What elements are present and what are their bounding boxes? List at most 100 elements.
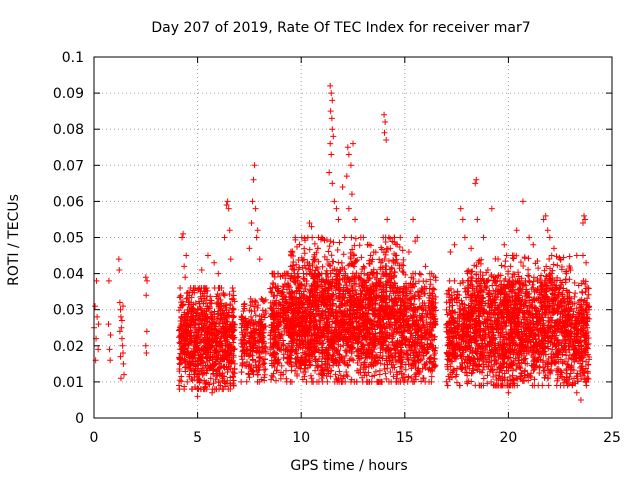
data-point xyxy=(251,329,258,336)
data-point xyxy=(274,367,281,374)
data-point xyxy=(193,371,200,378)
data-point xyxy=(229,307,236,314)
data-point xyxy=(281,281,288,288)
data-point xyxy=(175,327,182,334)
data-point xyxy=(214,372,221,379)
data-point xyxy=(398,348,405,355)
data-point xyxy=(181,328,188,335)
data-point xyxy=(225,325,232,332)
data-point xyxy=(326,262,333,269)
data-point xyxy=(273,367,280,374)
data-point xyxy=(282,275,289,282)
data-point xyxy=(303,318,310,325)
data-point xyxy=(197,288,204,295)
data-point xyxy=(230,306,237,313)
data-point xyxy=(244,321,251,328)
data-point xyxy=(204,303,211,310)
data-point xyxy=(227,300,234,307)
data-point xyxy=(282,324,289,331)
data-point xyxy=(250,341,257,348)
data-point xyxy=(176,361,183,368)
data-point xyxy=(243,350,250,357)
data-point xyxy=(254,347,261,354)
data-point xyxy=(211,361,218,368)
data-point xyxy=(280,342,287,349)
data-point xyxy=(376,354,383,361)
data-point xyxy=(241,300,248,307)
data-point xyxy=(206,319,213,326)
data-point xyxy=(383,375,390,382)
data-point xyxy=(254,371,261,378)
data-point xyxy=(186,354,193,361)
data-point xyxy=(191,289,198,296)
data-point xyxy=(197,360,204,367)
data-point xyxy=(255,318,262,325)
data-point xyxy=(391,269,398,276)
data-point xyxy=(184,310,191,317)
data-point xyxy=(319,378,326,385)
data-point xyxy=(182,364,189,371)
data-point xyxy=(323,267,330,274)
data-point xyxy=(201,311,208,318)
data-point xyxy=(274,292,281,299)
data-point xyxy=(276,333,283,340)
data-point xyxy=(428,378,435,385)
data-point xyxy=(260,311,267,318)
data-point xyxy=(254,304,261,311)
data-point xyxy=(301,333,308,340)
data-point xyxy=(431,318,438,325)
data-point xyxy=(383,263,390,270)
data-point xyxy=(405,373,412,380)
data-point xyxy=(328,367,335,374)
data-point xyxy=(181,356,188,363)
data-point xyxy=(416,270,423,277)
data-point xyxy=(184,289,191,296)
data-point xyxy=(201,285,208,292)
data-point xyxy=(226,326,233,333)
data-point xyxy=(421,300,428,307)
data-point xyxy=(289,248,296,255)
data-point xyxy=(217,296,224,303)
data-point xyxy=(184,321,191,328)
data-point xyxy=(370,331,377,338)
data-point xyxy=(184,336,191,343)
data-point xyxy=(400,319,407,326)
data-point xyxy=(372,368,379,375)
data-point xyxy=(192,300,199,307)
data-point xyxy=(220,386,227,393)
data-point xyxy=(259,361,266,368)
data-point xyxy=(329,318,336,325)
data-point xyxy=(301,349,308,356)
data-point xyxy=(425,304,432,311)
data-point xyxy=(402,341,409,348)
data-point xyxy=(399,359,406,366)
data-point xyxy=(209,332,216,339)
data-point xyxy=(278,362,285,369)
data-point xyxy=(188,386,195,393)
data-point xyxy=(397,368,404,375)
data-point xyxy=(340,373,347,380)
data-point xyxy=(294,372,301,379)
data-point xyxy=(429,285,436,292)
data-point xyxy=(251,303,258,310)
data-point xyxy=(352,235,359,242)
data-point xyxy=(344,361,351,368)
data-point xyxy=(364,287,371,294)
data-point xyxy=(261,371,268,378)
data-point xyxy=(206,353,213,360)
data-point xyxy=(311,240,318,247)
data-point xyxy=(431,333,438,340)
data-point xyxy=(252,312,259,319)
data-point xyxy=(231,370,238,377)
data-point xyxy=(330,362,337,369)
data-point xyxy=(247,316,254,323)
data-point xyxy=(219,370,226,377)
data-point xyxy=(334,246,341,253)
data-point xyxy=(248,332,255,339)
data-point xyxy=(181,337,188,344)
data-point xyxy=(253,363,260,370)
data-point xyxy=(192,342,199,349)
data-point xyxy=(184,349,191,356)
data-point xyxy=(193,312,200,319)
data-point xyxy=(306,246,313,253)
